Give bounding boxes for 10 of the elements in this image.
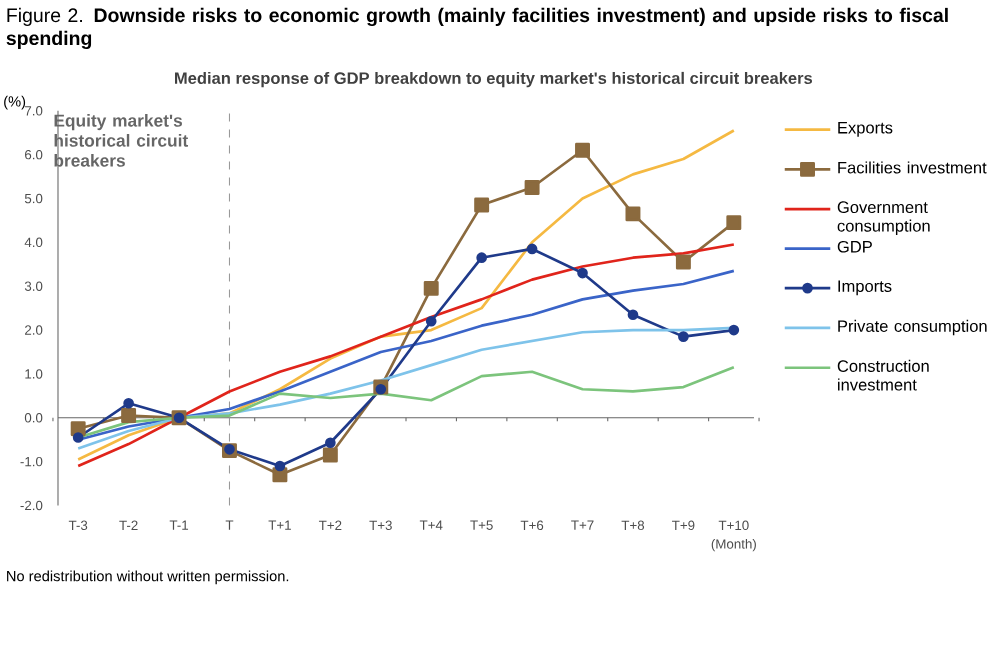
legend-label: Private consumption xyxy=(838,319,987,336)
ref-line-label: Equity market's historical circuit breakers xyxy=(54,114,189,167)
legend-label: GDP xyxy=(837,240,872,253)
legend-label: Exports xyxy=(838,122,893,137)
chart-title: Figure 2. Downside risks to economic growth (mainly facilities investment) and upside risks to fiscal spending xyxy=(6,7,948,50)
chart-subtitle: Median response of GDP breakdown to equity market's historical circuit breakers xyxy=(175,71,813,88)
legend-label: Construction investment xyxy=(837,359,929,391)
legend-label: Government consumption xyxy=(837,201,930,235)
legend-label: Imports xyxy=(838,280,892,296)
legend-label: Facilities investment xyxy=(838,161,987,174)
